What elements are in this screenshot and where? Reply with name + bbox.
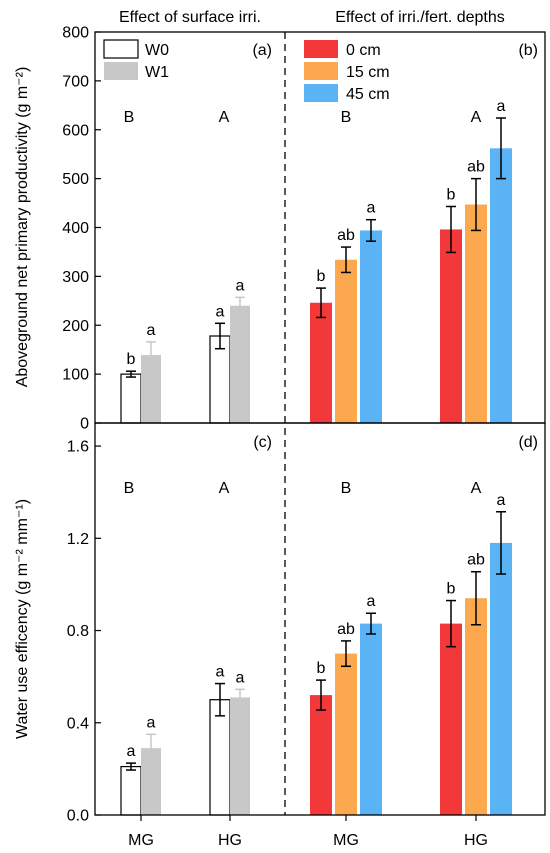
group-letter-hg: A: [219, 480, 230, 497]
y-tick-label: 0.8: [67, 623, 89, 640]
panel-label-b: (b): [518, 42, 538, 59]
bar-w0-mg: [120, 765, 142, 816]
bar-letter: a: [127, 743, 136, 760]
x-tick-label-hg-right: HG: [464, 832, 488, 849]
bar-letter: a: [236, 669, 245, 686]
bar-0cm-mg: [310, 302, 332, 423]
bar-15cm-mg: [335, 653, 357, 815]
y-tick-label: 0.0: [67, 808, 89, 825]
legend-swatch-w1: [104, 62, 138, 80]
y-tick-label: 0: [80, 416, 89, 433]
bar-letter: a: [367, 200, 376, 217]
y-tick-label: 800: [62, 25, 89, 42]
bar-letter: ab: [337, 227, 355, 244]
top-y-axis-label: Aboveground net primary productivity (g …: [14, 67, 31, 388]
bar-0cm-hg: [440, 229, 462, 423]
legend-label-w1: W1: [145, 64, 169, 81]
legend-swatch-45cm: [304, 84, 338, 102]
bar-letter: a: [497, 98, 506, 115]
x-tick-label-mg-right: MG: [333, 832, 359, 849]
bar-15cm-mg: [335, 259, 357, 423]
bar-45cm-mg: [360, 230, 382, 423]
bottom-panel-frame: [94, 422, 546, 816]
bar-0cm-hg: [440, 623, 462, 815]
panel-label-a: (a): [252, 42, 272, 59]
bar-w0-hg: [209, 699, 231, 816]
y-tick-label: 600: [62, 122, 89, 139]
group-letter-hg: A: [471, 480, 482, 497]
y-tick-label: 1.6: [67, 439, 89, 456]
bar-15cm-hg: [465, 598, 487, 815]
bar-letter: a: [497, 492, 506, 509]
bar-w1-hg: [230, 305, 250, 423]
bar-15cm-hg: [465, 204, 487, 423]
group-letter-hg: A: [219, 109, 230, 126]
bar-w1-hg: [230, 697, 250, 815]
bar-letter: b: [447, 186, 456, 203]
bar-letter: b: [127, 351, 136, 368]
bar-letter: b: [447, 581, 456, 598]
bar-letter: a: [216, 664, 225, 681]
group-letter-mg: B: [124, 480, 135, 497]
bar-letter: a: [367, 593, 376, 610]
right-section-title: Effect of irri./fert. depths: [335, 9, 505, 26]
bottom-y-axis-label: Water use efficency (g m⁻² mm⁻¹): [14, 499, 31, 739]
bar-letter: a: [147, 714, 156, 731]
y-tick-label: 300: [62, 269, 89, 286]
legend-label-w0: W0: [145, 42, 169, 59]
y-tick-label: 100: [62, 367, 89, 384]
bar-letter: a: [216, 303, 225, 320]
y-tick-label: 500: [62, 171, 89, 188]
bar-letter: ab: [467, 552, 485, 569]
legend-label-15cm: 15 cm: [346, 64, 390, 81]
legend-swatch-15cm: [304, 62, 338, 80]
bar-0cm-mg: [310, 695, 332, 815]
bar-w0-mg: [120, 373, 142, 424]
group-letter-mg: B: [341, 109, 352, 126]
bar-letter: ab: [337, 621, 355, 638]
bar-letter: b: [317, 660, 326, 677]
bar-letter: a: [147, 322, 156, 339]
group-letter-mg: B: [341, 480, 352, 497]
y-tick-label: 700: [62, 73, 89, 90]
left-section-title: Effect of surface irri.: [119, 9, 261, 26]
y-tick-label: 1.2: [67, 531, 89, 548]
panel-label-c: (c): [253, 434, 272, 451]
y-tick-label: 0.4: [67, 715, 89, 732]
bar-w1-mg: [141, 748, 161, 815]
group-letter-mg: B: [124, 109, 135, 126]
bar-45cm-hg: [490, 542, 512, 815]
bar-letter: a: [236, 277, 245, 294]
plot-layer: 0100200300400500600700800BbaAaaBbabaAbab…: [62, 25, 512, 825]
legend-swatch-0cm: [304, 40, 338, 58]
bar-45cm-mg: [360, 623, 382, 815]
bar-letter: ab: [467, 159, 485, 176]
panel-label-d: (d): [518, 434, 538, 451]
y-tick-label: 200: [62, 318, 89, 335]
y-tick-label: 400: [62, 220, 89, 237]
legend-label-0cm: 0 cm: [346, 42, 381, 59]
x-tick-label-hg-left: HG: [218, 832, 242, 849]
x-tick-label-mg-left: MG: [128, 832, 154, 849]
legend-label-45cm: 45 cm: [346, 86, 390, 103]
group-letter-hg: A: [471, 109, 482, 126]
legend-swatch-w0: [103, 39, 139, 59]
bar-w1-mg: [141, 355, 161, 423]
bar-letter: b: [317, 268, 326, 285]
bar-45cm-hg: [490, 148, 512, 423]
